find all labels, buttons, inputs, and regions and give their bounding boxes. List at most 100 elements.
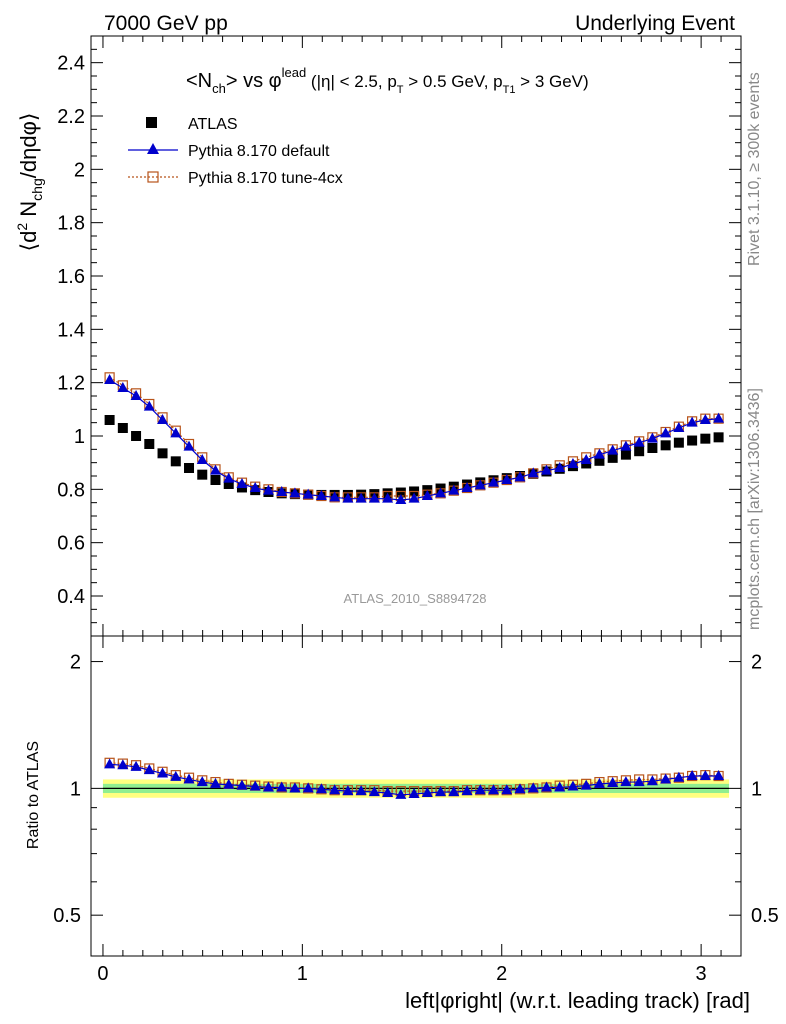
atlas-data-point	[395, 487, 406, 498]
default-data-point	[236, 779, 248, 790]
default-data-point	[368, 786, 380, 797]
default-data-point	[540, 781, 552, 792]
default-data-point	[580, 779, 592, 790]
default-data-point	[567, 780, 579, 791]
default-data-point	[660, 773, 672, 784]
default-data-point	[170, 770, 182, 781]
default-data-point	[302, 782, 314, 793]
default-data-point	[183, 773, 195, 784]
atlas-data-point	[157, 448, 168, 459]
atlas-data-point	[170, 456, 181, 467]
default-data-point	[342, 785, 354, 796]
default-data-point	[421, 490, 433, 500]
default-data-point	[501, 474, 513, 484]
default-data-point	[157, 414, 169, 424]
default-data-point	[699, 414, 711, 424]
default-data-point	[289, 487, 301, 498]
default-data-point	[302, 488, 314, 499]
default-data-point	[673, 422, 685, 432]
atlas-data-point	[647, 443, 658, 453]
default-data-point	[488, 476, 500, 487]
atlas-data-point	[594, 455, 605, 466]
default-data-point	[660, 427, 672, 438]
atlas-data-point	[700, 433, 711, 444]
series-line	[109, 379, 719, 501]
analysis-watermark: ATLAS_2010_S8894728	[344, 591, 487, 606]
ratio-tick-label-left: 0.5	[53, 905, 81, 927]
ratio-frame	[90, 635, 742, 957]
default-data-point	[448, 786, 460, 797]
default-data-point	[262, 484, 274, 495]
y-tick-label: 2.2	[57, 106, 85, 128]
default-data-point	[408, 492, 420, 503]
default-data-point	[461, 482, 473, 492]
x-tick-label: 3	[696, 963, 707, 985]
default-data-point	[580, 454, 592, 464]
y-tick-label: 2.4	[57, 53, 85, 75]
default-data-point	[382, 492, 394, 503]
mcplots-label: mcplots.cern.ch [arXiv:1306.3436]	[746, 388, 763, 630]
atlas-data-point	[673, 437, 684, 448]
default-data-point	[474, 784, 486, 795]
default-data-point	[593, 777, 605, 788]
ratio-tick-label-right: 0.5	[751, 905, 779, 927]
atlas-data-point	[131, 431, 142, 441]
default-data-point	[223, 778, 235, 789]
default-data-point	[289, 782, 301, 793]
rivet-version-label: Rivet 3.1.10, ≥ 300k events	[746, 72, 763, 266]
default-data-point	[448, 484, 460, 495]
y-tick-label: 2	[74, 159, 85, 181]
legend-tune-marker	[147, 171, 159, 183]
default-data-point	[395, 788, 407, 799]
default-data-point	[514, 471, 526, 482]
default-data-point	[236, 478, 248, 488]
x-tick-label: 0	[97, 963, 108, 985]
atlas-data-point	[197, 469, 208, 480]
default-data-point	[170, 427, 182, 438]
default-data-point	[368, 492, 380, 503]
plot-title: <Nch> vs φlead (|η| < 2.5, pT > 0.5 GeV,…	[186, 65, 589, 96]
default-data-point	[567, 458, 579, 468]
default-data-point	[196, 454, 208, 464]
default-data-point	[329, 491, 341, 502]
default-data-point	[527, 782, 539, 793]
default-data-point	[501, 784, 513, 795]
atlas-data-point	[607, 452, 618, 463]
atlas-data-point	[634, 446, 645, 457]
atlas-data-point	[144, 439, 155, 449]
default-data-point	[527, 467, 539, 478]
legend-atlas-marker	[146, 117, 157, 128]
default-data-point	[488, 784, 500, 795]
y-tick-label: 1.8	[57, 213, 85, 235]
default-data-point	[276, 486, 288, 496]
y-tick-label: 1.4	[57, 319, 85, 341]
default-data-point	[157, 767, 169, 778]
default-data-point	[315, 490, 327, 500]
atlas-data-point	[687, 435, 698, 446]
ratio-panel: 0.5 0.5 1 1 2 2 0 1 2 3	[53, 635, 779, 985]
default-data-point	[435, 487, 447, 498]
default-data-point	[620, 776, 632, 787]
default-data-point	[117, 759, 129, 770]
legend-default-marker	[147, 143, 159, 154]
x-tick-label: 1	[297, 963, 308, 985]
header-right: Underlying Event	[575, 12, 735, 35]
default-data-point	[395, 494, 407, 504]
default-data-point	[249, 780, 261, 791]
default-data-point	[633, 436, 645, 447]
default-data-point	[382, 787, 394, 798]
y-tick-label: 0.4	[57, 586, 85, 608]
y-tick-label: 0.6	[57, 533, 85, 555]
default-data-point	[130, 760, 142, 771]
atlas-data-point	[210, 475, 221, 485]
default-data-point	[554, 462, 566, 472]
default-data-point	[355, 785, 367, 796]
ratio-tick-label-right: 1	[751, 778, 762, 800]
default-data-point	[209, 464, 221, 475]
atlas-data-point	[620, 449, 631, 460]
main-ylabel: ⟨d2 Nchg/dηdφ⟩	[14, 113, 45, 252]
atlas-data-point	[660, 440, 671, 451]
default-data-point	[408, 787, 420, 798]
default-data-point	[262, 781, 274, 792]
default-data-point	[315, 783, 327, 794]
